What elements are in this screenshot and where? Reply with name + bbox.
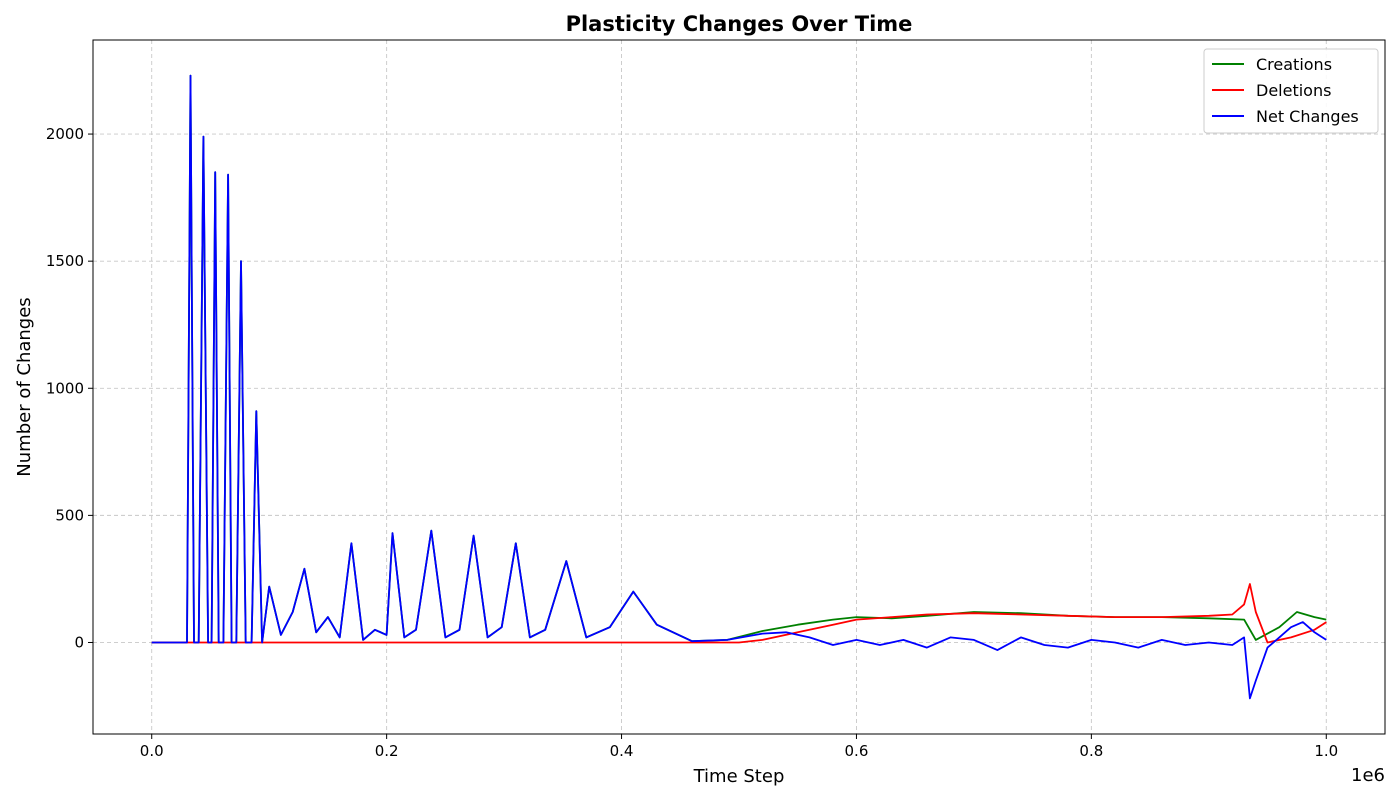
legend-box (1203, 48, 1379, 134)
series-line-deletions (151, 583, 1327, 644)
x-tick-label: 1.0 (1314, 742, 1338, 760)
x-axis-offset-label: 1e6 (1351, 765, 1385, 786)
legend-label: Creations (1256, 55, 1332, 74)
series-lines (151, 74, 1327, 700)
y-tick-label: 2000 (46, 125, 84, 143)
axis-ticks: 0.0 0.2 0.4 0.6 0.8 1.0 0 500 1000 1500 2000 (46, 125, 1338, 760)
y-tick-label: 1500 (46, 252, 84, 270)
series-line-net-changes (151, 74, 1327, 700)
chart-title: Plasticity Changes Over Time (566, 12, 913, 36)
x-tick-label: 0.0 (140, 742, 164, 760)
legend-label: Net Changes (1256, 107, 1359, 126)
x-tick-label: 0.4 (610, 742, 634, 760)
x-tick-label: 0.6 (845, 742, 869, 760)
y-tick-label: 0 (74, 633, 84, 651)
x-tick-label: 0.2 (375, 742, 399, 760)
plot-area-frame (92, 39, 1386, 735)
y-tick-label: 1000 (46, 379, 84, 397)
x-tick-label: 0.8 (1079, 742, 1103, 760)
y-axis-label: Number of Changes (14, 297, 35, 476)
legend-label: Deletions (1256, 81, 1331, 100)
x-axis-label: Time Step (693, 766, 785, 787)
y-tick-label: 500 (55, 506, 84, 524)
legend: Creations Deletions Net Changes (1203, 48, 1379, 134)
